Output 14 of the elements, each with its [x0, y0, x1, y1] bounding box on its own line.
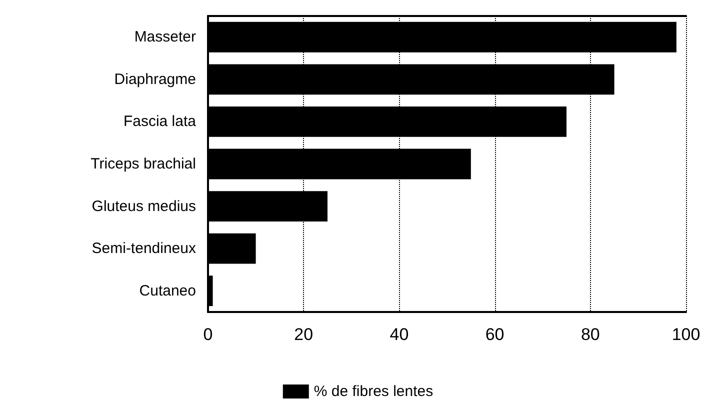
x-tick-label: 0 [203, 325, 213, 344]
x-tick-label: 60 [485, 325, 504, 344]
y-tick-label: Gluteus medius [92, 198, 196, 215]
y-tick-label: Triceps brachial [90, 156, 196, 172]
y-tick-label: Masseter [134, 28, 196, 46]
x-tick-label: 20 [294, 325, 314, 344]
y-tick-label: Semi-tendineux [92, 240, 196, 258]
legend-label: % de fibres lentes [314, 383, 434, 400]
y-tick-label: Fascia lata [123, 113, 197, 130]
y-tick-label: Diaphragme [114, 70, 196, 88]
y-tick-label: Cutaneo [139, 282, 196, 300]
x-tick-label: 80 [580, 325, 600, 344]
x-tick-label: 100 [672, 325, 700, 344]
x-tick-label: 40 [390, 325, 409, 344]
